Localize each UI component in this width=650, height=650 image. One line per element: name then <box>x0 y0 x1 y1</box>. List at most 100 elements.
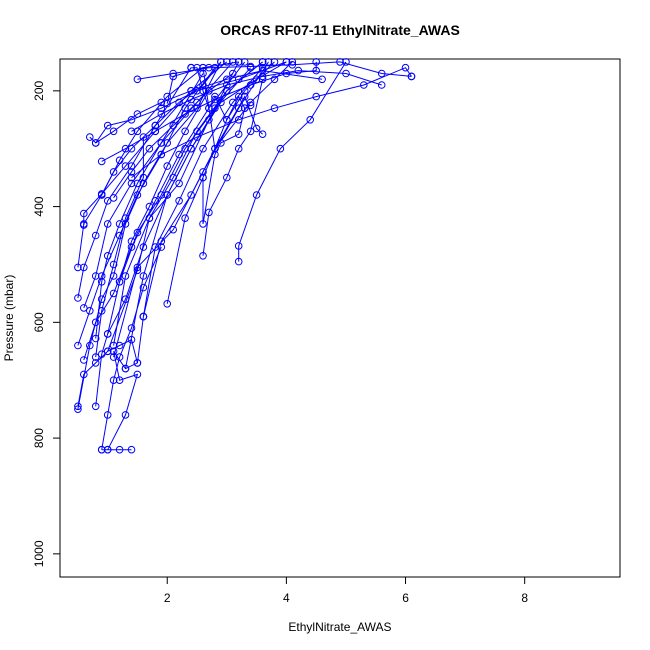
data-point <box>175 150 183 159</box>
data-point <box>187 104 195 112</box>
data-point <box>240 87 249 95</box>
data-point <box>103 197 112 205</box>
data-point <box>217 58 225 66</box>
data-point <box>288 58 297 66</box>
data-point <box>223 58 231 66</box>
data-point <box>187 144 195 153</box>
data-point <box>181 104 189 112</box>
data-point <box>199 63 207 72</box>
data-point <box>121 220 130 228</box>
data-point <box>115 278 124 286</box>
data-point <box>342 58 350 66</box>
data-point <box>223 75 231 84</box>
data-point <box>151 197 160 205</box>
data-point <box>193 63 201 72</box>
data-point <box>187 87 195 95</box>
data-point <box>205 104 213 112</box>
data-point <box>211 92 219 101</box>
data-point <box>127 445 136 454</box>
data-point <box>211 144 219 153</box>
data-point <box>217 139 225 147</box>
data-point <box>169 225 177 234</box>
series-line-18 <box>113 61 269 358</box>
data-point <box>217 98 225 107</box>
data-point <box>276 144 285 153</box>
data-point <box>86 341 94 350</box>
data-point <box>127 127 136 136</box>
data-point <box>407 72 416 81</box>
series-line-21 <box>95 70 323 144</box>
data-point <box>133 127 142 136</box>
data-point <box>121 364 130 373</box>
data-point <box>312 92 321 101</box>
data-point <box>205 87 213 95</box>
data-point <box>91 231 100 240</box>
data-point <box>127 162 136 170</box>
x-axis: 2 4 6 8 <box>164 577 528 605</box>
data-point <box>115 156 124 165</box>
x-tick-label: 6 <box>402 591 409 605</box>
data-point <box>246 81 255 89</box>
y-tick-label: 1000 <box>32 540 46 567</box>
data-point <box>199 81 207 89</box>
series-line-27 <box>191 67 246 121</box>
data-point <box>401 63 410 72</box>
data-point <box>133 228 142 237</box>
data-point <box>103 252 112 260</box>
data-point <box>139 179 148 188</box>
data-point <box>97 191 106 199</box>
data-point <box>312 58 321 66</box>
data-point <box>133 370 142 379</box>
data-point <box>181 214 189 222</box>
x-axis-label: EthylNitrate_AWAS <box>288 620 391 634</box>
series-line-31 <box>101 246 162 450</box>
data-point <box>97 307 106 315</box>
data-point <box>139 283 148 292</box>
data-point <box>252 191 261 199</box>
data-point <box>109 347 118 356</box>
series-line-34 <box>119 90 210 282</box>
y-axis: 200 400 600 800 1000 <box>32 81 60 567</box>
data-point <box>157 150 166 159</box>
series-line-23 <box>131 70 382 132</box>
data-point <box>258 130 267 138</box>
data-point <box>163 300 171 308</box>
data-point <box>80 209 88 218</box>
data-point <box>169 173 177 182</box>
data-point <box>199 69 207 78</box>
data-point <box>127 237 136 246</box>
data-point <box>205 208 213 217</box>
data-point <box>139 243 148 251</box>
data-point <box>342 69 350 78</box>
data-point <box>193 87 201 95</box>
data-point <box>97 350 106 359</box>
data-point <box>199 252 207 260</box>
data-point <box>86 307 94 315</box>
data-point <box>115 341 124 350</box>
data-point <box>103 220 112 228</box>
data-point <box>181 144 189 153</box>
data-point <box>193 98 201 107</box>
data-point <box>86 133 94 141</box>
y-axis-label: Pressure (mbar) <box>2 275 16 362</box>
data-point <box>121 214 130 222</box>
data-point <box>234 58 243 66</box>
data-point <box>229 58 237 66</box>
data-point <box>133 263 142 272</box>
x-tick-label: 4 <box>283 591 290 605</box>
data-point <box>80 356 88 364</box>
chart-title: ORCAS RF07-11 EthylNitrate_AWAS <box>220 22 460 38</box>
data-point <box>157 243 166 251</box>
data-point <box>91 334 100 343</box>
data-point <box>109 127 118 136</box>
data-point <box>157 104 166 112</box>
data-point <box>139 133 148 141</box>
data-point <box>234 92 243 101</box>
data-point <box>121 411 130 419</box>
data-point <box>258 63 267 72</box>
series-line-9 <box>77 61 239 268</box>
data-point <box>318 75 326 84</box>
data-point <box>211 63 219 72</box>
data-point <box>127 324 136 332</box>
